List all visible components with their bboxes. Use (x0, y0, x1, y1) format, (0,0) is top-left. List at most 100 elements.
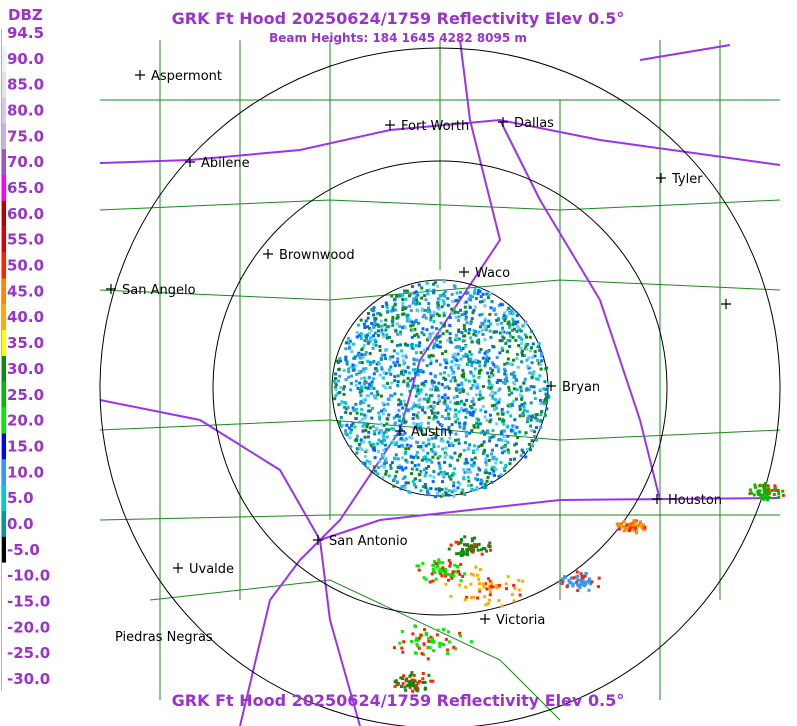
echo (446, 630, 450, 634)
echo (360, 417, 364, 421)
echo (441, 561, 445, 565)
echo (483, 317, 487, 321)
echo (525, 420, 529, 424)
echo (517, 344, 521, 348)
echo (440, 574, 444, 578)
scale-unit: DBZ (8, 6, 43, 24)
echo (515, 314, 519, 318)
echo (462, 354, 466, 358)
city-name: San Antonio (329, 534, 408, 549)
echo (544, 397, 548, 401)
echo (430, 460, 434, 464)
echo (358, 356, 362, 360)
echo (381, 376, 385, 380)
echo (415, 642, 419, 646)
echo (392, 484, 396, 488)
echo (485, 587, 489, 591)
echo (583, 574, 587, 578)
echo (389, 365, 393, 369)
echo (483, 595, 487, 599)
echo (462, 552, 466, 556)
echo (469, 321, 473, 325)
echo (424, 467, 428, 471)
echo (539, 425, 543, 429)
echo (385, 435, 389, 439)
echo (431, 567, 435, 571)
echo (496, 322, 500, 326)
echo (472, 329, 476, 333)
echo (462, 339, 466, 343)
echo (532, 385, 536, 389)
echo (507, 451, 511, 455)
echo (421, 358, 425, 362)
echo (463, 305, 467, 309)
echo (474, 393, 478, 397)
echo (359, 337, 363, 341)
echo (507, 323, 511, 327)
echo (545, 366, 549, 370)
echo (396, 313, 400, 317)
echo (416, 309, 420, 313)
echo (381, 332, 385, 336)
echo (777, 492, 781, 496)
echo (516, 320, 520, 324)
echo (426, 306, 430, 310)
echo (357, 369, 361, 373)
echo (493, 391, 497, 395)
echo (484, 410, 488, 414)
echo (524, 321, 528, 325)
echo (401, 354, 405, 358)
city-name: Uvalde (189, 562, 234, 577)
echo (505, 379, 509, 383)
echo (335, 359, 339, 363)
echo (459, 290, 463, 294)
echo (431, 346, 435, 350)
echo (464, 415, 468, 419)
echo (479, 408, 483, 412)
echo (539, 402, 543, 406)
echo (366, 325, 370, 329)
echo (397, 363, 401, 367)
echo (424, 316, 428, 320)
echo (448, 564, 452, 568)
echo (358, 361, 362, 365)
echo (359, 318, 363, 322)
echo (437, 398, 441, 402)
echo (448, 340, 452, 344)
echo (412, 368, 416, 372)
echo (385, 333, 389, 337)
echo (362, 367, 366, 371)
echo (462, 543, 466, 547)
echo (758, 493, 762, 497)
echo (397, 444, 401, 448)
echo (418, 679, 422, 683)
echo (477, 582, 481, 586)
echo (367, 376, 371, 380)
scale-swatch (2, 330, 6, 357)
echo (450, 307, 454, 311)
echo (401, 301, 405, 305)
echo (344, 355, 348, 359)
echo (465, 408, 469, 412)
echo (450, 473, 454, 477)
echo (424, 380, 428, 384)
echo (450, 360, 454, 364)
echo (485, 454, 489, 458)
echo (448, 463, 452, 467)
echo (367, 394, 371, 398)
echo (415, 450, 419, 454)
echo (385, 336, 389, 340)
echo (336, 391, 340, 395)
echo (466, 392, 470, 396)
echo (509, 334, 513, 338)
echo (517, 588, 521, 592)
echo (520, 349, 524, 353)
echo (539, 413, 543, 417)
echo (406, 376, 410, 380)
echo (396, 457, 400, 461)
echo (373, 448, 377, 452)
echo (412, 426, 416, 430)
echo (380, 464, 384, 468)
echo (475, 340, 479, 344)
echo (385, 304, 389, 308)
